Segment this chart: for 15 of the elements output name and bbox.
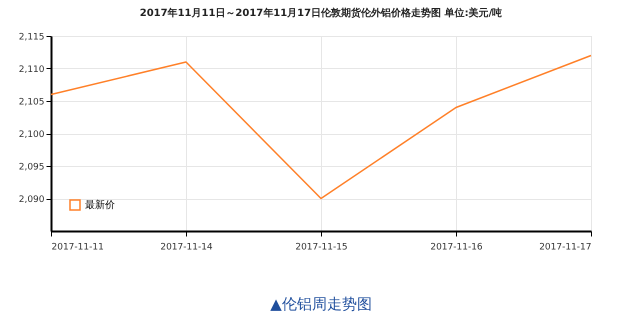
x-tick-label: 2017-11-15 (295, 242, 348, 252)
text: ▲伦铝周走势图 (270, 295, 372, 313)
y-tick-label: 2,095 (18, 162, 44, 172)
line-series (50, 54, 592, 200)
x-tick-label: 2017-11-14 (160, 242, 213, 252)
y-tick-label: 2,110 (18, 65, 45, 75)
y-tick-label: 2,100 (18, 130, 45, 140)
y-tick-label: 2,090 (18, 195, 45, 205)
legend-label: 最新价 (85, 199, 115, 211)
x-tick-label: 2017-11-16 (430, 242, 483, 252)
x-tick-label: 2017-11-17 (539, 242, 592, 252)
x-tick-label: 2017-11-11 (52, 242, 104, 252)
y-tick-label: 2,105 (18, 98, 44, 108)
y-tick-label: 2,115 (18, 32, 44, 42)
chart-title: 2017年11月11日～2017年11月17日伦敦期货伦外铝价格走势图 单位:美元/吨 (140, 7, 502, 19)
